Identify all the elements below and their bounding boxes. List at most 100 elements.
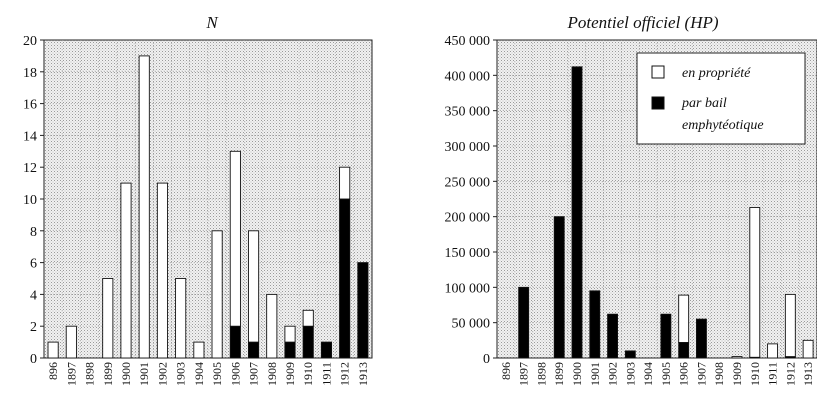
left-ytick-label: 2 xyxy=(30,320,37,335)
right-xtick-label: 1898 xyxy=(534,362,548,386)
left-ytick-label: 16 xyxy=(23,98,37,113)
left-xtick-label: 1912 xyxy=(338,362,352,386)
left-ytick-label: 20 xyxy=(23,34,37,49)
right-bar-propriete-1906 xyxy=(678,294,690,343)
right-ytick-label: 300 000 xyxy=(445,140,491,155)
left-bar-propriete-1907 xyxy=(248,230,260,343)
right-xtick-label: 1899 xyxy=(552,362,566,386)
right-xtick-label: 896 xyxy=(499,362,513,380)
right-bar-propriete-1913 xyxy=(802,339,814,359)
right-bar-bail-1897 xyxy=(518,286,530,359)
legend-swatch-par-bail xyxy=(651,96,665,110)
left-bar-propriete-1906 xyxy=(229,150,241,327)
legend-box xyxy=(636,52,806,145)
left-ytick-label: 0 xyxy=(30,352,37,367)
chart-potentiel-y-ticks: 0 50 000 100 000 150 000 200 000 250 000 300 0… xyxy=(445,34,497,367)
right-ytick-label: 150 000 xyxy=(445,246,491,261)
right-bar-bail-1902 xyxy=(607,313,618,359)
chart-n-y-ticks: 0 2 4 6 8 10 12 14 16 18 20 xyxy=(23,34,44,367)
chart-n-x-ticks: 896 1897 1898 1899 1900 1901 1902 1903 1904 1905 1… xyxy=(46,362,370,386)
right-bar-bail-1901 xyxy=(589,290,601,359)
left-bar-propriete-1910 xyxy=(302,309,314,327)
left-bar-propriete-1908 xyxy=(266,293,278,359)
right-xtick-label: 1911 xyxy=(766,362,780,386)
left-bar-bail-1909 xyxy=(284,341,296,359)
left-bar-bail-1906 xyxy=(229,325,241,359)
left-bar-bail-1912 xyxy=(339,198,351,359)
legend-swatch-en-propriete xyxy=(651,65,665,79)
right-ytick-label: 400 000 xyxy=(445,69,491,84)
left-bar-propriete-1902 xyxy=(156,182,168,359)
left-ytick-label: 6 xyxy=(30,257,37,272)
left-xtick-label: 1904 xyxy=(192,362,206,386)
left-xtick-label: 1901 xyxy=(137,362,151,386)
right-xtick-label: 1909 xyxy=(730,362,744,386)
left-ytick-label: 10 xyxy=(23,193,37,208)
left-xtick-label: 1902 xyxy=(155,362,169,386)
right-xtick-label: 1901 xyxy=(588,362,602,386)
left-ytick-label: 18 xyxy=(23,66,37,81)
left-bar-propriete-1896 xyxy=(47,341,59,359)
right-xtick-label: 1902 xyxy=(606,362,620,386)
left-ytick-label: 4 xyxy=(30,288,37,303)
right-bar-bail-1903 xyxy=(624,350,636,359)
right-xtick-label: 1913 xyxy=(801,362,815,386)
right-ytick-label: 350 000 xyxy=(445,105,491,120)
chart-potentiel-gridlines xyxy=(497,40,817,358)
left-xtick-label: 1898 xyxy=(83,362,97,386)
right-bar-bail-1900 xyxy=(571,66,583,359)
chart-potentiel-legend: en propriété par bail emphytéotique xyxy=(636,52,806,145)
right-bar-bail-1907 xyxy=(696,318,707,359)
left-bar-propriete-1897 xyxy=(65,325,77,359)
left-xtick-label: 1906 xyxy=(228,362,242,386)
chart-potentiel-bars xyxy=(518,66,814,359)
left-ytick-label: 8 xyxy=(30,225,37,240)
right-xtick-label: 1906 xyxy=(677,362,691,386)
left-xtick-label: 1911 xyxy=(319,362,333,386)
right-bar-propriete-1909 xyxy=(731,356,743,359)
left-xtick-label: 1909 xyxy=(283,362,297,386)
legend-label-en-propriete: en propriété xyxy=(682,66,751,81)
left-xtick-label: 896 xyxy=(46,362,60,380)
chart-potentiel: Potentiel officiel (HP) 0 50 000 100 000 15… xyxy=(445,13,817,386)
left-ytick-label: 14 xyxy=(23,129,37,144)
left-bar-propriete-1903 xyxy=(175,278,187,359)
left-xtick-label: 1910 xyxy=(301,362,315,386)
right-xtick-label: 1904 xyxy=(641,362,655,386)
chart-n-bars xyxy=(47,55,369,359)
right-ytick-label: 200 000 xyxy=(445,211,491,226)
chart-n-gridlines xyxy=(44,40,372,358)
left-xtick-label: 1900 xyxy=(119,362,133,386)
right-xtick-label: 1907 xyxy=(694,362,708,386)
right-xtick-label: 1905 xyxy=(659,362,673,386)
left-bar-bail-1911 xyxy=(320,341,332,359)
left-bar-propriete-1909 xyxy=(284,325,296,343)
right-ytick-label: 50 000 xyxy=(452,317,491,332)
right-ytick-label: 100 000 xyxy=(445,281,491,296)
chart-potentiel-title: Potentiel officiel (HP) xyxy=(566,13,718,32)
right-bar-bail-1899 xyxy=(553,216,565,359)
right-bar-propriete-1910 xyxy=(749,207,761,358)
left-xtick-label: 1913 xyxy=(356,362,370,386)
right-ytick-label: 250 000 xyxy=(445,175,491,190)
left-bar-bail-1907 xyxy=(248,341,260,359)
right-bar-propriete-1911 xyxy=(767,343,778,359)
right-xtick-label: 1903 xyxy=(623,362,637,386)
chart-n: N 0 2 4 6 8 10 12 14 16 18 20 896 1897 1898 1899 1900 1… xyxy=(23,13,373,386)
right-xtick-label: 1900 xyxy=(570,362,584,386)
left-bar-propriete-1899 xyxy=(102,278,114,359)
right-bar-bail-1906 xyxy=(678,342,690,359)
right-bar-bail-1905 xyxy=(660,313,672,359)
chart-n-title: N xyxy=(205,13,219,32)
left-xtick-label: 1897 xyxy=(64,362,78,386)
legend-label-par-bail-line2: emphytéotique xyxy=(682,118,764,133)
right-xtick-label: 1910 xyxy=(748,362,762,386)
chart-potentiel-x-ticks: 896 1897 1898 1899 1900 1901 1902 1903 1904 1905 1… xyxy=(499,362,815,386)
right-xtick-label: 1897 xyxy=(517,362,531,386)
right-bar-propriete-1912 xyxy=(784,293,796,358)
left-bar-bail-1910 xyxy=(302,325,314,359)
left-xtick-label: 1905 xyxy=(210,362,224,386)
left-bar-propriete-1904 xyxy=(193,341,205,359)
left-xtick-label: 1907 xyxy=(247,362,261,386)
right-xtick-label: 1908 xyxy=(712,362,726,386)
